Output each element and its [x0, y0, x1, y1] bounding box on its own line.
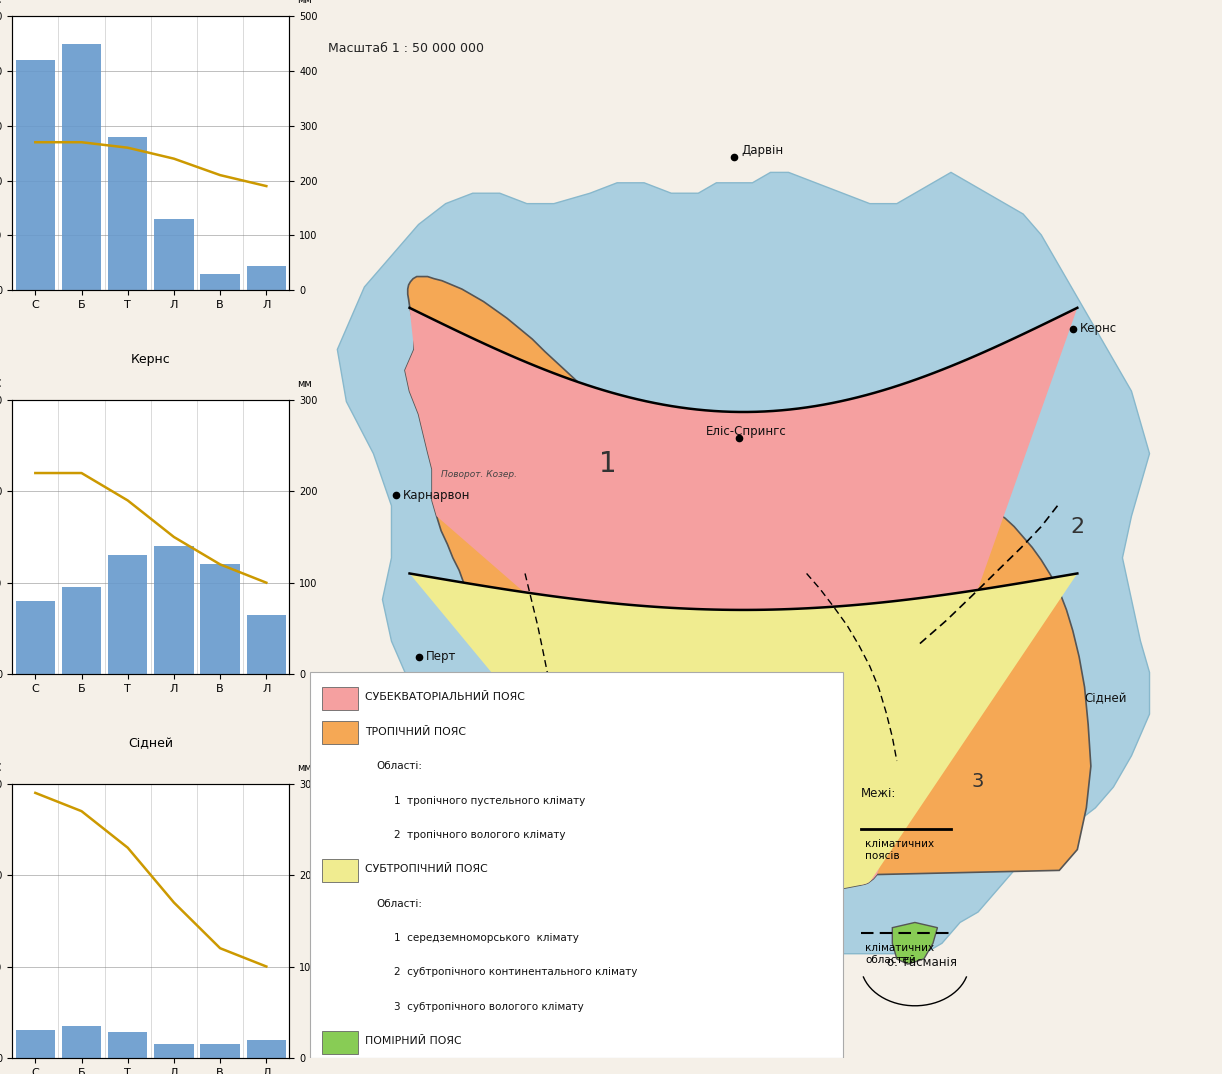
Bar — [321, 1031, 358, 1054]
Text: °С: °С — [0, 0, 1, 5]
Bar — [321, 859, 358, 882]
Bar — [247, 614, 286, 674]
Text: 2  субтропічного континентального клімату: 2 субтропічного континентального клімату — [395, 968, 638, 977]
Polygon shape — [892, 923, 937, 964]
Polygon shape — [404, 308, 1078, 885]
Text: 2: 2 — [1070, 517, 1084, 537]
Text: 2  тропічного вологого клімату: 2 тропічного вологого клімату — [395, 830, 566, 840]
Bar — [321, 687, 358, 710]
Text: 3  субтропічного вологого клімату: 3 субтропічного вологого клімату — [395, 1002, 584, 1012]
Text: 1: 1 — [599, 450, 617, 478]
Bar — [16, 1030, 55, 1058]
Text: Області:: Області: — [376, 899, 422, 909]
Text: о. Тасманія: о. Тасманія — [887, 956, 957, 970]
Text: Перт: Перт — [425, 650, 456, 664]
Bar — [16, 601, 55, 674]
Text: Поворот. Козер.: Поворот. Козер. — [441, 470, 517, 479]
Text: 1  тропічного пустельного клімату: 1 тропічного пустельного клімату — [395, 796, 585, 806]
Bar — [154, 1044, 193, 1058]
Text: °С: °С — [0, 379, 1, 389]
Text: 1: 1 — [444, 705, 456, 724]
Bar — [247, 265, 286, 290]
Bar — [108, 1032, 148, 1058]
FancyBboxPatch shape — [310, 672, 843, 1058]
Text: Карнарвон: Карнарвон — [403, 489, 470, 502]
Text: кліматичних
областей: кліматичних областей — [865, 943, 935, 964]
Text: °С: °С — [0, 763, 1, 773]
Text: 1  середземноморського  клімату: 1 середземноморського клімату — [395, 933, 579, 943]
Text: 3: 3 — [971, 772, 984, 792]
Bar — [108, 136, 148, 290]
Text: мм: мм — [297, 379, 312, 389]
Bar — [154, 547, 193, 674]
Text: В е л и к а
А в с т р а л і й с ь к а   з а т о к а: В е л и к а А в с т р а л і й с ь к а з … — [585, 750, 766, 772]
Bar — [247, 1040, 286, 1058]
Polygon shape — [404, 277, 1091, 900]
Bar — [62, 44, 101, 290]
Bar — [16, 60, 55, 290]
Text: Межі:: Межі: — [860, 787, 896, 800]
Bar — [108, 555, 148, 674]
Text: Сідней: Сідней — [1085, 692, 1127, 705]
Text: ПОМІРНИЙ ПОЯС: ПОМІРНИЙ ПОЯС — [365, 1036, 462, 1046]
Text: ТРОПІЧНИЙ ПОЯС: ТРОПІЧНИЙ ПОЯС — [365, 727, 467, 737]
Bar — [200, 1044, 240, 1058]
Text: СУБТРОПІЧНИЙ ПОЯС: СУБТРОПІЧНИЙ ПОЯС — [365, 865, 488, 874]
Bar — [154, 219, 193, 290]
Text: Кернс: Кернс — [1080, 322, 1117, 335]
Polygon shape — [337, 173, 1150, 964]
Polygon shape — [409, 574, 1078, 900]
Text: Області:: Області: — [376, 761, 422, 771]
Bar — [200, 274, 240, 290]
Bar — [62, 1026, 101, 1058]
Text: Дарвін: Дарвін — [742, 144, 783, 157]
Title: Кернс: Кернс — [131, 353, 171, 366]
Text: 2: 2 — [809, 715, 822, 734]
Title: Сідней: Сідней — [128, 737, 174, 750]
Bar — [200, 565, 240, 674]
Text: мм: мм — [297, 0, 312, 5]
Text: СУБЕКВАТОРІАЛЬНИЙ ПОЯС: СУБЕКВАТОРІАЛЬНИЙ ПОЯС — [365, 693, 525, 702]
Text: Масштаб 1 : 50 000 000: Масштаб 1 : 50 000 000 — [329, 42, 484, 55]
Text: Еліс-Спрингс: Еліс-Спрингс — [706, 425, 787, 438]
Text: кліматичних
поясів: кліматичних поясів — [865, 839, 935, 860]
Bar — [321, 722, 358, 744]
Bar — [62, 587, 101, 674]
Text: мм: мм — [297, 763, 312, 773]
